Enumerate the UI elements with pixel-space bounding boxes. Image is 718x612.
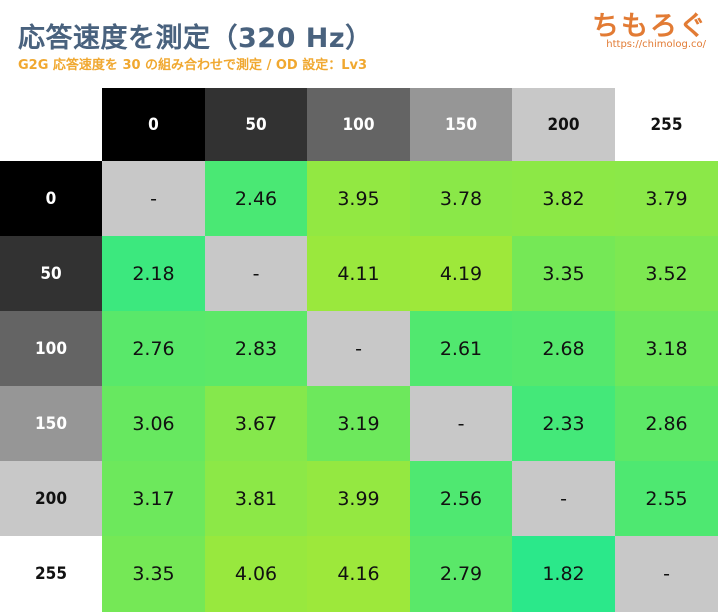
heatmap-cell: 2.61 xyxy=(410,311,512,386)
column-header: 100 xyxy=(307,88,410,161)
heatmap-cell: 3.17 xyxy=(102,461,205,536)
heatmap-cell: 3.99 xyxy=(307,461,410,536)
heatmap-cell: 2.76 xyxy=(102,311,205,386)
heatmap-cell: 3.82 xyxy=(512,161,615,236)
heatmap-cell: 4.06 xyxy=(205,536,307,612)
diagonal-cell: - xyxy=(102,161,205,236)
heatmap-cell: 3.52 xyxy=(615,236,718,311)
row-header: 200 xyxy=(0,461,102,536)
heatmap-cell: 2.56 xyxy=(410,461,512,536)
column-header: 255 xyxy=(615,88,718,161)
heatmap-cell: 4.16 xyxy=(307,536,410,612)
heatmap-cell: 3.35 xyxy=(102,536,205,612)
heatmap-cell: 3.35 xyxy=(512,236,615,311)
row-header: 100 xyxy=(0,311,102,386)
heatmap-cell: 3.79 xyxy=(615,161,718,236)
diagonal-cell: - xyxy=(410,386,512,461)
corner-cell xyxy=(0,88,102,161)
heatmap-cell: 1.82 xyxy=(512,536,615,612)
chart-title: 応答速度を測定（320 Hz） xyxy=(18,23,373,54)
site-url: https://chimolog.co/ xyxy=(606,39,706,50)
row-header: 0 xyxy=(0,161,102,236)
heatmap-cell: 2.83 xyxy=(205,311,307,386)
heatmap-cell: 2.18 xyxy=(102,236,205,311)
heatmap-cell: 3.81 xyxy=(205,461,307,536)
heatmap-cell: 2.86 xyxy=(615,386,718,461)
heatmap-cell: 3.06 xyxy=(102,386,205,461)
column-header: 200 xyxy=(512,88,615,161)
heatmap-grid: 0 50 100 150 200 255 0 50 100 150 200 255-2.46 3.95 3… xyxy=(0,88,718,612)
chart-subtitle: G2G 応答速度を 30 の組み合わせで測定 / OD 設定：Lv3 xyxy=(18,58,368,73)
heatmap-cell: 3.19 xyxy=(307,386,410,461)
column-header: 50 xyxy=(205,88,307,161)
column-header: 0 xyxy=(102,88,205,161)
row-header: 255 xyxy=(0,536,102,612)
heatmap-cell: 3.95 xyxy=(307,161,410,236)
heatmap-cell: 4.11 xyxy=(307,236,410,311)
heatmap-cell: 3.67 xyxy=(205,386,307,461)
heatmap-cell: 3.18 xyxy=(615,311,718,386)
diagonal-cell: - xyxy=(512,461,615,536)
heatmap-cell: 3.78 xyxy=(410,161,512,236)
diagonal-cell: - xyxy=(615,536,718,612)
heatmap-cell: 4.19 xyxy=(410,236,512,311)
heatmap-cell: 2.46 xyxy=(205,161,307,236)
heatmap-cell: 2.33 xyxy=(512,386,615,461)
diagonal-cell: - xyxy=(205,236,307,311)
heatmap-cell: 2.79 xyxy=(410,536,512,612)
column-header: 150 xyxy=(410,88,512,161)
heatmap-cell: 2.55 xyxy=(615,461,718,536)
row-header: 150 xyxy=(0,386,102,461)
site-logo: ちもろぐ xyxy=(592,11,708,42)
heatmap-cell: 2.68 xyxy=(512,311,615,386)
diagonal-cell: - xyxy=(307,311,410,386)
row-header: 50 xyxy=(0,236,102,311)
